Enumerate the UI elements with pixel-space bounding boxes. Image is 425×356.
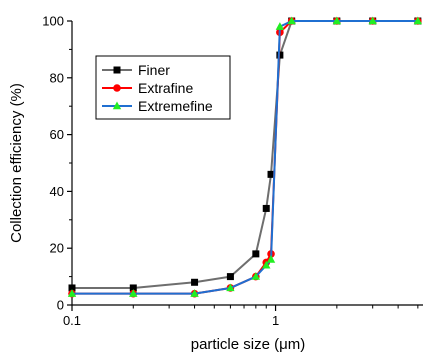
data-point — [262, 260, 271, 269]
legend-swatch-marker — [112, 101, 122, 110]
data-point — [67, 289, 77, 297]
data-point — [226, 283, 235, 292]
legend-item-extrafine: Extrafine — [102, 80, 193, 96]
data-point — [191, 278, 199, 286]
x-axis-title-prefix: particle size ( — [191, 336, 279, 353]
x-tick-label: 0.1 — [63, 313, 81, 328]
data-point — [275, 22, 285, 30]
data-point — [413, 16, 423, 25]
ticks: 0 20 40 60 80 100 0.1 1 — [42, 14, 419, 328]
legend-label: Finer — [138, 62, 170, 78]
data-point — [262, 204, 270, 212]
data-point — [68, 284, 76, 292]
data-point — [287, 16, 296, 25]
data-point — [267, 170, 275, 178]
legend: Finer Extrafine Extremefine — [95, 55, 231, 120]
data-point — [251, 272, 261, 280]
legend-label: Extrafine — [138, 80, 193, 96]
y-tick-label: 0 — [57, 298, 64, 313]
x-axis-title: particle size (μm) — [191, 336, 306, 353]
data-point — [129, 284, 137, 292]
data-point — [332, 16, 342, 25]
data-point — [226, 273, 234, 281]
y-tick-label: 80 — [50, 70, 64, 85]
legend-swatch-marker — [113, 66, 121, 74]
y-tick-label: 40 — [50, 184, 64, 199]
x-axis-title-suffix: m) — [288, 336, 306, 353]
y-tick-label: 60 — [50, 127, 64, 142]
legend-item-finer: Finer — [102, 62, 170, 78]
data-point — [368, 16, 377, 25]
data-point — [252, 250, 260, 258]
series-extremefine — [67, 16, 423, 297]
legend-swatch-marker — [113, 84, 121, 92]
y-axis-title: Collection efficiency (%) — [8, 83, 25, 243]
y-tick-label: 20 — [50, 241, 64, 256]
data-point — [266, 255, 276, 263]
y-tick-label: 100 — [42, 14, 64, 29]
legend-item-extremefine: Extremefine — [102, 98, 213, 114]
legend-label: Extremefine — [138, 98, 213, 114]
data-point — [129, 289, 138, 297]
x-axis-title-mu: μ — [279, 336, 288, 353]
data-point — [190, 289, 199, 297]
x-tick-label: 1 — [272, 313, 279, 328]
series-layer — [67, 16, 423, 298]
